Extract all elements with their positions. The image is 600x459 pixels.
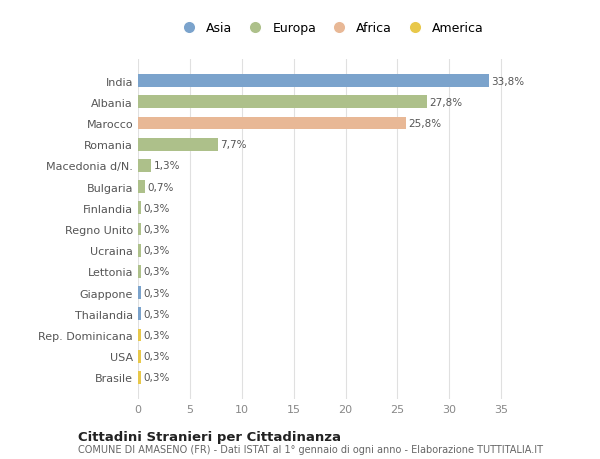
- Text: 25,8%: 25,8%: [409, 119, 442, 129]
- Text: 27,8%: 27,8%: [429, 98, 462, 107]
- Bar: [138, 223, 141, 236]
- Text: COMUNE DI AMASENO (FR) - Dati ISTAT al 1° gennaio di ogni anno - Elaborazione TU: COMUNE DI AMASENO (FR) - Dati ISTAT al 1…: [78, 444, 543, 454]
- Text: 7,7%: 7,7%: [221, 140, 247, 150]
- Text: 0,3%: 0,3%: [144, 246, 170, 256]
- Bar: [138, 75, 489, 88]
- Bar: [138, 308, 141, 320]
- Text: 1,3%: 1,3%: [154, 161, 181, 171]
- Bar: [138, 265, 141, 278]
- Bar: [138, 118, 406, 130]
- Text: 0,3%: 0,3%: [144, 224, 170, 235]
- Text: Cittadini Stranieri per Cittadinanza: Cittadini Stranieri per Cittadinanza: [78, 430, 341, 443]
- Text: 0,3%: 0,3%: [144, 330, 170, 340]
- Legend: Asia, Europa, Africa, America: Asia, Europa, Africa, America: [172, 18, 488, 39]
- Text: 0,3%: 0,3%: [144, 309, 170, 319]
- Bar: [138, 244, 141, 257]
- Bar: [138, 181, 145, 194]
- Bar: [138, 202, 141, 215]
- Text: 0,3%: 0,3%: [144, 288, 170, 298]
- Text: 0,7%: 0,7%: [148, 182, 174, 192]
- Bar: [138, 286, 141, 299]
- Text: 0,3%: 0,3%: [144, 203, 170, 213]
- Bar: [138, 160, 151, 173]
- Text: 0,3%: 0,3%: [144, 352, 170, 361]
- Text: 0,3%: 0,3%: [144, 267, 170, 277]
- Bar: [138, 350, 141, 363]
- Text: 0,3%: 0,3%: [144, 373, 170, 382]
- Bar: [138, 139, 218, 151]
- Text: 33,8%: 33,8%: [491, 77, 524, 86]
- Bar: [138, 329, 141, 341]
- Bar: [138, 371, 141, 384]
- Bar: [138, 96, 427, 109]
